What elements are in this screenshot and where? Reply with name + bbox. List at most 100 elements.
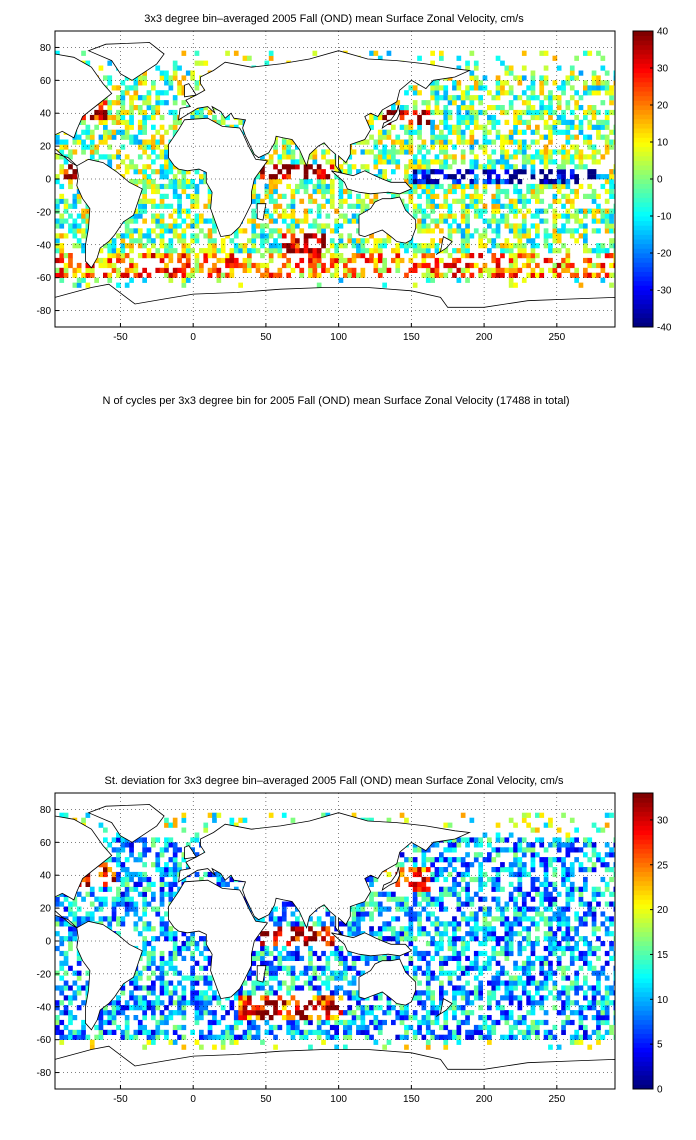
heatmap-cell (439, 203, 444, 209)
heatmap-cell (495, 80, 501, 86)
heatmap-cell (343, 213, 348, 219)
heatmap-cell (142, 243, 147, 249)
heatmap-cell (120, 119, 126, 125)
heatmap-cell (591, 218, 597, 224)
heatmap-cell (172, 119, 178, 125)
heatmap-cell (343, 169, 348, 175)
heatmap-cell (456, 129, 462, 135)
heatmap-cell (142, 921, 147, 927)
heatmap-cell (159, 183, 165, 190)
heatmap-cell (63, 936, 69, 942)
heatmap-cell (543, 243, 549, 249)
colorbar-step (633, 146, 653, 152)
heatmap-cell (181, 75, 187, 81)
heatmap-cell (172, 60, 178, 66)
heatmap-cell (247, 1000, 252, 1006)
heatmap-cell (76, 193, 82, 199)
heatmap-cell (321, 233, 326, 239)
heatmap-cell (452, 188, 457, 195)
heatmap-cell (203, 995, 209, 1001)
heatmap-cell (491, 213, 497, 219)
heatmap-cell (129, 1034, 134, 1040)
heatmap-cell (473, 198, 479, 204)
heatmap-cell (495, 257, 501, 264)
heatmap-cell (277, 213, 283, 219)
heatmap-cell (238, 817, 243, 823)
heatmap-cell (103, 886, 108, 892)
heatmap-cell (199, 950, 204, 957)
heatmap-cell (521, 139, 527, 145)
heatmap-cell (596, 75, 601, 81)
heatmap-cell (382, 262, 387, 269)
heatmap-cell (338, 1019, 344, 1026)
heatmap-cell (404, 169, 409, 175)
heatmap-cell (68, 965, 73, 971)
heatmap-cell (63, 174, 69, 180)
heatmap-cell (212, 1010, 217, 1016)
heatmap-cell (142, 179, 147, 185)
heatmap-cell (290, 970, 296, 976)
heatmap-cell (255, 955, 261, 961)
heatmap-cell (417, 208, 422, 214)
heatmap-cell (556, 198, 562, 204)
heatmap-cell (373, 139, 379, 145)
heatmap-cell (539, 109, 545, 116)
heatmap-cell (565, 75, 571, 81)
heatmap-cell (137, 80, 143, 86)
heatmap-cell (194, 941, 200, 947)
heatmap-cell (465, 223, 470, 229)
heatmap-cell (207, 812, 213, 818)
heatmap-cell (408, 129, 414, 135)
heatmap-cell (124, 169, 130, 175)
heatmap-cell (508, 208, 514, 214)
heatmap-cell (369, 955, 374, 961)
heatmap-cell (137, 198, 143, 204)
heatmap-cell (264, 267, 270, 273)
heatmap-cell (526, 85, 531, 91)
heatmap-cell (151, 1005, 156, 1011)
heatmap-cell (364, 193, 370, 199)
heatmap-cell (286, 1024, 291, 1031)
heatmap-cell (238, 228, 243, 234)
heatmap-cell (552, 223, 558, 229)
heatmap-cell (425, 174, 431, 180)
heatmap-cell (277, 272, 283, 278)
heatmap-cell (155, 1005, 161, 1011)
heatmap-cell (478, 164, 483, 170)
heatmap-cell (421, 228, 427, 234)
heatmap-cell (116, 114, 121, 121)
heatmap-cell (85, 124, 91, 130)
heatmap-cell (233, 1039, 239, 1045)
heatmap-cell (539, 169, 545, 175)
heatmap-cell (460, 253, 466, 259)
heatmap-cell (247, 1015, 252, 1021)
colorbar-tick-label: -10 (657, 212, 672, 223)
heatmap-cell (308, 926, 313, 932)
heatmap-cell (329, 950, 335, 957)
heatmap-cell (164, 891, 169, 897)
heatmap-cell (168, 960, 174, 966)
heatmap-cell (142, 188, 147, 195)
heatmap-cell (133, 169, 139, 175)
heatmap-cell (373, 238, 379, 244)
heatmap-cell (59, 916, 65, 922)
heatmap-cell (159, 931, 165, 937)
heatmap-cell (59, 985, 65, 991)
heatmap-cell (303, 169, 309, 175)
heatmap-cell (513, 154, 518, 160)
heatmap-cell (181, 282, 187, 288)
heatmap-cell (59, 891, 65, 897)
heatmap-cell (159, 980, 165, 986)
colorbar-step (633, 183, 653, 189)
heatmap-cell (107, 159, 113, 165)
heatmap-cell (190, 1029, 195, 1035)
heatmap-cell (513, 149, 518, 155)
y-tick-label: 20 (40, 142, 52, 153)
heatmap-cell (316, 975, 322, 981)
heatmap-cell (124, 881, 130, 887)
heatmap-cell (290, 911, 296, 917)
heatmap-cell (609, 223, 614, 229)
heatmap-cell (107, 867, 113, 873)
heatmap-cell (207, 109, 213, 116)
heatmap-cell (181, 945, 187, 952)
